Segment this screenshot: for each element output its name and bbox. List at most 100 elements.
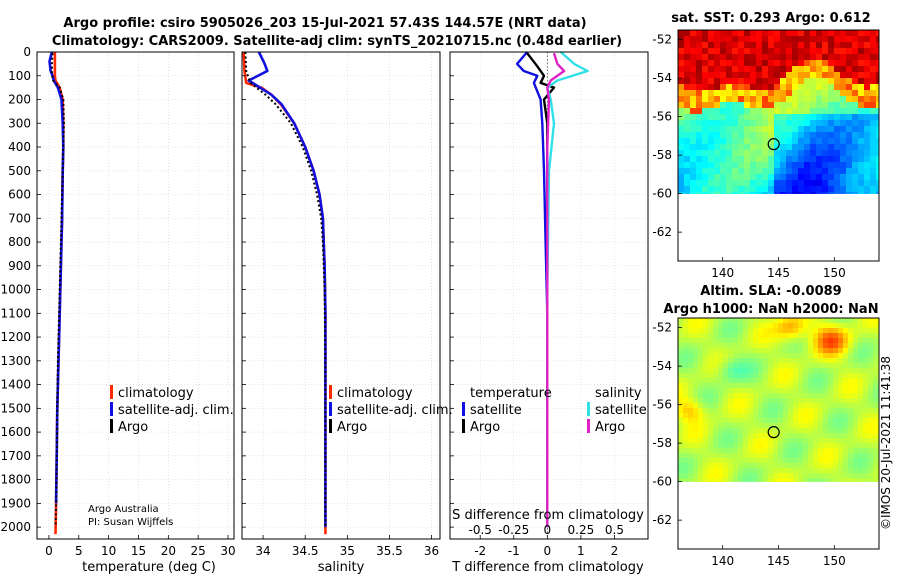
map-cell — [808, 378, 814, 384]
map-cell — [753, 393, 759, 399]
map-cell — [868, 323, 874, 329]
map-cell — [703, 433, 709, 439]
map-cell — [828, 96, 835, 103]
map-cell — [816, 30, 823, 37]
map-cell — [858, 60, 865, 67]
map-cell — [708, 48, 715, 55]
map-cell — [783, 423, 789, 429]
map-cell — [810, 72, 817, 79]
map-cell — [744, 174, 751, 181]
salinity-legend: climatology satellite-adj. clim. Argo — [329, 385, 453, 435]
map-cell — [873, 478, 879, 482]
map-cell — [813, 368, 819, 374]
y-tick-label: -52 — [652, 321, 672, 335]
map-cell — [738, 453, 744, 459]
map-cell — [828, 60, 835, 67]
map-cell — [713, 368, 719, 374]
map-cell — [780, 66, 787, 73]
map-cell — [756, 162, 763, 169]
map-cell — [838, 468, 844, 474]
map-cell — [684, 132, 691, 139]
map-cell — [816, 72, 823, 79]
y-tick-label: 600 — [8, 188, 31, 202]
map-cell — [743, 343, 749, 349]
map-cell — [833, 418, 839, 424]
map-cell — [753, 333, 759, 339]
map-cell — [726, 42, 733, 49]
map-cell — [798, 90, 805, 97]
map-cell — [804, 90, 811, 97]
map-cell — [688, 318, 694, 324]
map-cell — [753, 388, 759, 394]
map-cell — [793, 408, 799, 414]
map-cell — [768, 408, 774, 414]
map-cell — [702, 96, 709, 103]
map-cell — [748, 353, 754, 359]
map-cell — [792, 126, 799, 133]
map-cell — [808, 383, 814, 389]
map-cell — [718, 363, 724, 369]
map-cell — [846, 96, 853, 103]
map-cell — [774, 54, 781, 61]
map-cell — [816, 78, 823, 85]
map-cell — [798, 96, 805, 103]
map-cell — [726, 114, 733, 121]
map-cell — [816, 132, 823, 139]
map-cell — [678, 90, 685, 97]
map-cell — [720, 144, 727, 151]
map-cell — [788, 323, 794, 329]
map-cell — [708, 333, 714, 339]
map-cell — [803, 458, 809, 464]
map-cell — [758, 373, 764, 379]
map-cell — [858, 443, 864, 449]
map-cell — [763, 348, 769, 354]
map-cell — [823, 433, 829, 439]
map-cell — [750, 30, 757, 37]
map-cell — [833, 423, 839, 429]
map-cell — [833, 393, 839, 399]
map-cell — [726, 168, 733, 175]
map-cell — [758, 468, 764, 474]
map-cell — [778, 318, 784, 324]
map-cell — [738, 418, 744, 424]
map-cell — [744, 144, 751, 151]
map-cell — [743, 413, 749, 419]
map-cell — [840, 36, 847, 43]
sla-map-title-line2: Argo h1000: NaN h2000: NaN — [663, 302, 878, 317]
map-cell — [728, 358, 734, 364]
map-cell — [848, 353, 854, 359]
map-cell — [703, 468, 709, 474]
map-cell — [762, 78, 769, 85]
map-cell — [822, 54, 829, 61]
map-cell — [678, 138, 685, 145]
map-cell — [864, 102, 871, 109]
map-cell — [868, 348, 874, 354]
argo-position-marker — [767, 138, 780, 151]
map-cell — [873, 473, 879, 479]
map-cell — [732, 84, 739, 91]
map-cell — [876, 102, 880, 109]
y-tick-label: 1200 — [0, 330, 31, 344]
x-tick-label: 1 — [577, 544, 585, 558]
y-tick-label: -60 — [652, 475, 672, 489]
map-cell — [744, 42, 751, 49]
map-cell — [792, 102, 799, 109]
map-cell — [690, 180, 697, 187]
map-cell — [786, 162, 793, 169]
map-cell — [828, 403, 834, 409]
map-cell — [726, 126, 733, 133]
map-cell — [720, 174, 727, 181]
map-cell — [876, 186, 880, 193]
map-cell — [683, 353, 689, 359]
map-cell — [693, 473, 699, 479]
map-cell — [818, 433, 824, 439]
map-cell — [846, 150, 853, 157]
map-cell — [726, 30, 733, 37]
map-cell — [870, 144, 877, 151]
map-cell — [718, 383, 724, 389]
map-cell — [870, 168, 877, 175]
map-cell — [714, 54, 721, 61]
map-cell — [798, 443, 804, 449]
map-cell — [708, 132, 715, 139]
map-cell — [758, 343, 764, 349]
